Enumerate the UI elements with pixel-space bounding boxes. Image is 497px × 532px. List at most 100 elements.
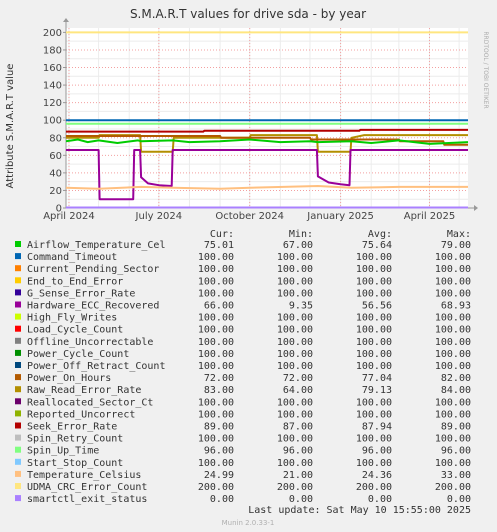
legend-value-cur: 100.00 bbox=[198, 397, 234, 408]
legend-value-max: 100.00 bbox=[435, 361, 471, 372]
legend-value-avg: 100.00 bbox=[356, 325, 392, 336]
legend-value-cur: 100.00 bbox=[198, 252, 234, 263]
legend-value-avg: 100.00 bbox=[356, 337, 392, 348]
legend-value-cur: 66.00 bbox=[204, 301, 234, 312]
legend-series-name: UDMA_CRC_Error_Count bbox=[27, 482, 147, 493]
legend-value-cur: 0.00 bbox=[210, 494, 234, 505]
legend-swatch bbox=[15, 398, 21, 405]
y-tick-label: 20 bbox=[49, 186, 62, 197]
legend-series-name: End_to_End_Error bbox=[27, 276, 123, 287]
legend-value-min: 100.00 bbox=[277, 252, 313, 263]
y-tick-label: 80 bbox=[49, 133, 62, 144]
legend-value-cur: 100.00 bbox=[198, 458, 234, 469]
legend-value-max: 100.00 bbox=[435, 409, 471, 420]
legend-value-avg: 100.00 bbox=[356, 276, 392, 287]
legend-value-max: 82.00 bbox=[441, 373, 471, 384]
legend-value-min: 67.00 bbox=[283, 240, 313, 251]
legend-series-name: Airflow_Temperature_Cel bbox=[27, 240, 165, 251]
legend-value-cur: 100.00 bbox=[198, 288, 234, 299]
legend-value-avg: 100.00 bbox=[356, 458, 392, 469]
legend-value-cur: 100.00 bbox=[198, 337, 234, 348]
y-axis-arrow bbox=[63, 18, 69, 22]
legend-value-cur: 96.00 bbox=[204, 446, 234, 457]
legend-value-cur: 75.01 bbox=[204, 240, 234, 251]
legend-swatch bbox=[15, 434, 21, 441]
legend-value-cur: 100.00 bbox=[198, 313, 234, 324]
legend-series-name: Reallocated_Sector_Ct bbox=[27, 397, 153, 408]
legend-value-min: 100.00 bbox=[277, 458, 313, 469]
legend-value-max: 100.00 bbox=[435, 337, 471, 348]
legend-value-cur: 100.00 bbox=[198, 276, 234, 287]
legend-value-max: 100.00 bbox=[435, 397, 471, 408]
legend-value-min: 200.00 bbox=[277, 482, 313, 493]
legend-value-avg: 100.00 bbox=[356, 409, 392, 420]
legend-value-avg: 75.64 bbox=[362, 240, 392, 251]
series-line-hardware-ecc-recovered bbox=[66, 149, 468, 201]
series-lines bbox=[65, 31, 469, 209]
legend-value-cur: 100.00 bbox=[198, 434, 234, 445]
legend-value-min: 100.00 bbox=[277, 349, 313, 360]
legend-series-name: Load_Cycle_Count bbox=[27, 325, 123, 336]
legend-value-cur: 100.00 bbox=[198, 349, 234, 360]
legend-swatch bbox=[15, 277, 21, 284]
x-tick-label: January 2025 bbox=[306, 211, 374, 222]
legend-value-min: 9.35 bbox=[289, 301, 313, 312]
legend-value-min: 100.00 bbox=[277, 337, 313, 348]
legend-series-name: Temperature_Celsius bbox=[27, 470, 141, 481]
legend-series-name: Power_Off_Retract_Count bbox=[27, 361, 165, 372]
legend-value-max: 100.00 bbox=[435, 458, 471, 469]
y-tick-labels: 0 20 40 60 80 100 120 140 160 180 200 bbox=[43, 28, 62, 215]
legend-value-min: 100.00 bbox=[277, 325, 313, 336]
legend-series-name: G_Sense_Error_Rate bbox=[27, 288, 135, 299]
legend-value-max: 100.00 bbox=[435, 288, 471, 299]
legend-value-max: 200.00 bbox=[435, 482, 471, 493]
series-line-seek-error-rate bbox=[66, 128, 468, 133]
legend-value-max: 96.00 bbox=[441, 446, 471, 457]
legend-value-max: 100.00 bbox=[435, 264, 471, 275]
legend-value-max: 33.00 bbox=[441, 470, 471, 481]
legend-swatch bbox=[15, 349, 21, 356]
legend-value-cur: 200.00 bbox=[198, 482, 234, 493]
legend-value-min: 100.00 bbox=[277, 434, 313, 445]
legend-series-name: Offline_Uncorrectable bbox=[27, 337, 153, 348]
legend-value-min: 87.00 bbox=[283, 422, 313, 433]
legend-value-cur: 100.00 bbox=[198, 264, 234, 275]
legend-value-avg: 100.00 bbox=[356, 349, 392, 360]
legend-value-cur: 72.00 bbox=[204, 373, 234, 384]
plot-area bbox=[66, 28, 468, 208]
x-tick-label: July 2024 bbox=[135, 211, 183, 222]
legend-value-avg: 56.56 bbox=[362, 301, 392, 312]
legend-swatch bbox=[15, 253, 21, 260]
column-header-cur: Cur: bbox=[210, 229, 234, 240]
legend-series-name: Spin_Retry_Count bbox=[27, 434, 123, 445]
rrdtool-credit: RRDTOOL / TOBI OETIKER bbox=[482, 31, 489, 108]
legend-series-name: Command_Timeout bbox=[27, 252, 117, 263]
legend-value-min: 100.00 bbox=[277, 361, 313, 372]
legend-value-max: 84.00 bbox=[441, 385, 471, 396]
y-tick-label: 180 bbox=[43, 45, 62, 56]
y-tick-label: 60 bbox=[49, 151, 62, 162]
legend-swatch bbox=[15, 386, 21, 393]
legend-value-avg: 77.04 bbox=[362, 373, 392, 384]
legend-value-avg: 100.00 bbox=[356, 434, 392, 445]
legend-value-min: 64.00 bbox=[283, 385, 313, 396]
legend-value-avg: 79.13 bbox=[362, 385, 392, 396]
legend-value-max: 68.93 bbox=[441, 301, 471, 312]
legend-swatch bbox=[15, 265, 21, 272]
legend-value-avg: 100.00 bbox=[356, 288, 392, 299]
legend-value-min: 100.00 bbox=[277, 276, 313, 287]
legend-value-cur: 100.00 bbox=[198, 409, 234, 420]
legend-series-name: smartctl_exit_status bbox=[27, 494, 147, 505]
y-tick-label: 160 bbox=[43, 63, 62, 74]
legend-series-name: Spin_Up_Time bbox=[27, 446, 99, 457]
legend-value-min: 100.00 bbox=[277, 397, 313, 408]
x-tick-label: October 2024 bbox=[215, 211, 284, 222]
legend-value-avg: 200.00 bbox=[356, 482, 392, 493]
legend-value-max: 100.00 bbox=[435, 325, 471, 336]
legend-swatch bbox=[15, 446, 21, 453]
legend-value-min: 100.00 bbox=[277, 409, 313, 420]
chart-title: S.M.A.R.T values for drive sda - by year bbox=[130, 7, 366, 21]
legend-value-min: 100.00 bbox=[277, 288, 313, 299]
legend-swatch bbox=[15, 241, 21, 247]
legend-value-avg: 100.00 bbox=[356, 252, 392, 263]
